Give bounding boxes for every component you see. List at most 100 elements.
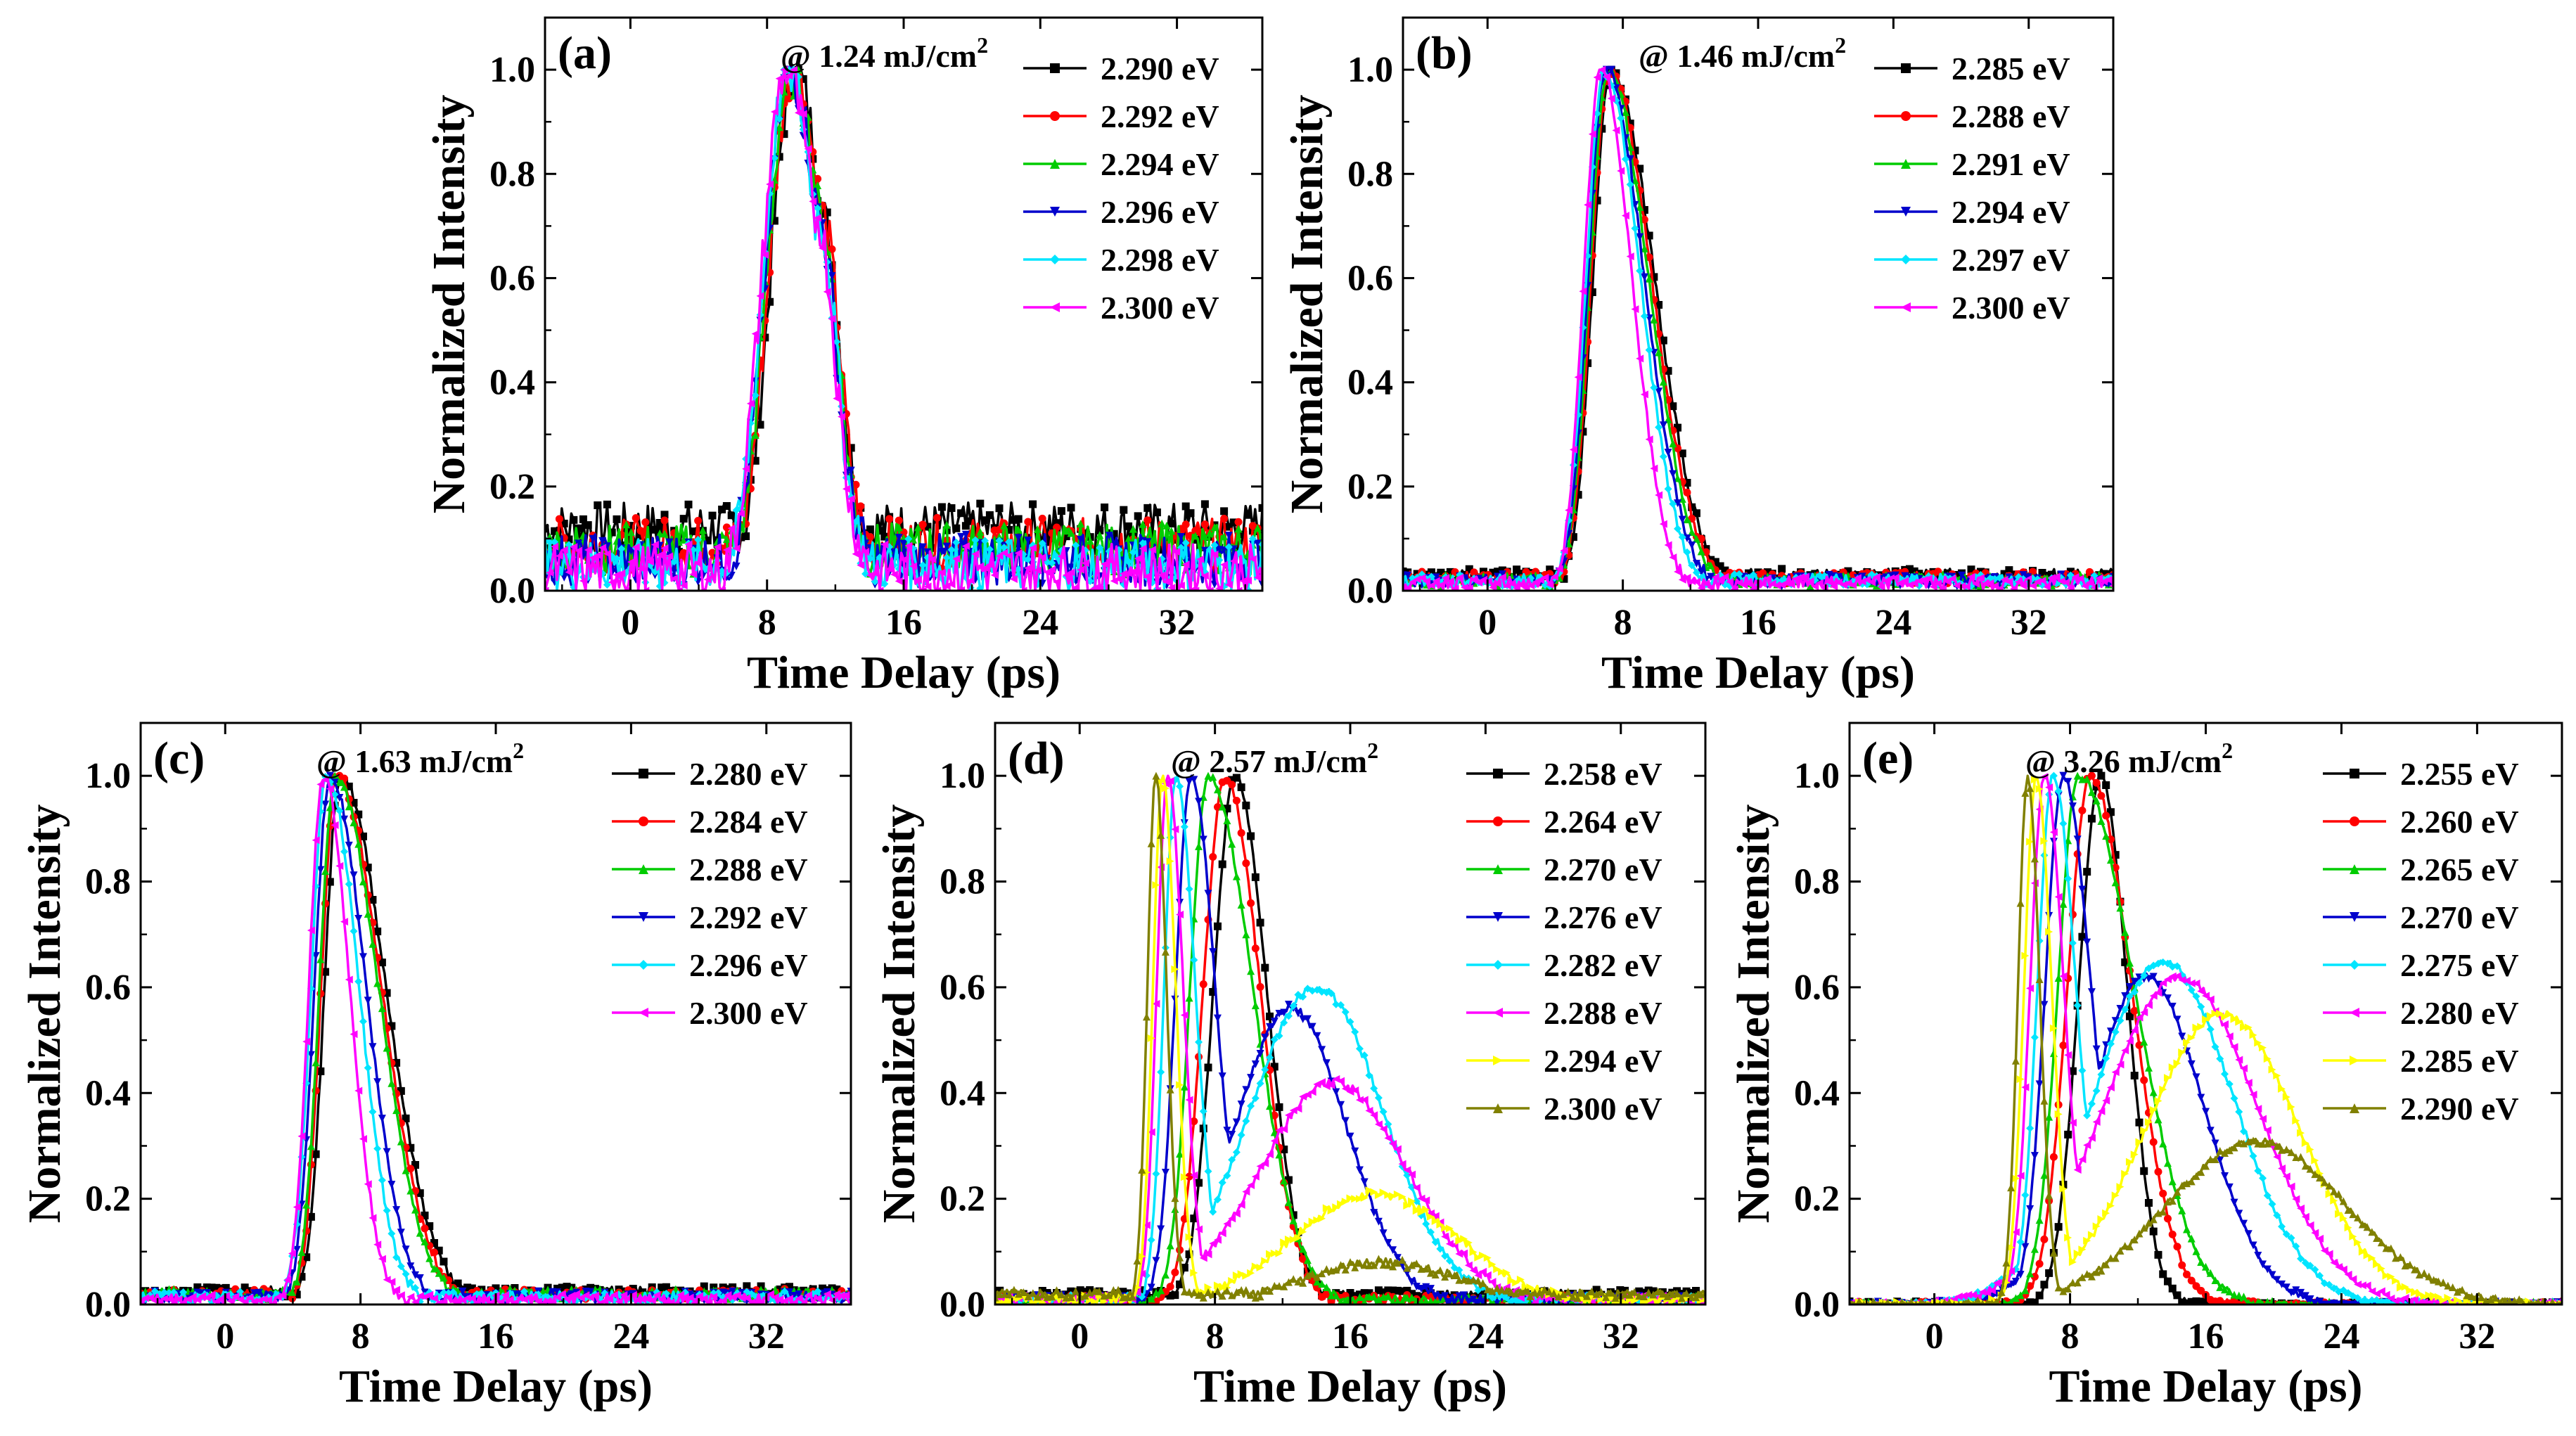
legend-entry: 2.280 eV: [689, 756, 808, 792]
legend-marker: [1050, 255, 1060, 264]
y-tick-label: 1.0: [1794, 756, 1840, 796]
x-tick-label: 24: [2323, 1316, 2359, 1357]
y-tick-label: 0.8: [489, 154, 535, 194]
y-tick-label: 0.4: [1794, 1073, 1840, 1113]
fluence-annotation: @ 1.46 mJ/cm2: [1639, 32, 1846, 74]
y-axis-title: Normalized Intensity: [423, 95, 475, 514]
series-group: [1850, 771, 2562, 1304]
series-markers-2-294-eV: [1403, 65, 2113, 591]
legend-entry: 2.275 eV: [2400, 947, 2519, 983]
y-tick-label: 0.8: [1794, 862, 1840, 902]
fluence-unit-sup: 2: [977, 32, 988, 58]
x-tick-label: 16: [1332, 1316, 1369, 1357]
y-axis-title: Normalized Intensity: [19, 804, 70, 1224]
legend-marker: [1901, 207, 1911, 217]
legend-marker: [1493, 1056, 1503, 1065]
x-tick-label: 0: [1478, 603, 1497, 643]
y-tick-label: 0.6: [85, 968, 131, 1008]
fluence-value: @ 1.63 mJ/cm: [316, 743, 513, 779]
x-axis-title: Time Delay (ps): [747, 647, 1060, 698]
legend-marker: [1050, 159, 1060, 169]
legend-marker: [2350, 912, 2359, 922]
y-tick-label: 0.8: [1347, 154, 1393, 194]
legend-marker: [2350, 1008, 2359, 1018]
y-tick-label: 1.0: [489, 50, 535, 90]
legend-marker: [1901, 159, 1911, 169]
legend-entry: 2.258 eV: [1544, 756, 1662, 792]
legend-entry: 2.290 eV: [2400, 1091, 2519, 1127]
x-tick-label: 16: [885, 603, 922, 643]
legend-marker: [1901, 255, 1911, 264]
x-axis-title: Time Delay (ps): [1193, 1361, 1507, 1412]
panel-label: (c): [153, 733, 205, 784]
x-tick-label: 32: [1603, 1316, 1639, 1357]
legend-marker: [1493, 1103, 1503, 1113]
legend-entry: 2.285 eV: [1952, 51, 2070, 86]
x-tick-label: 0: [1070, 1316, 1089, 1357]
y-tick-label: 0.6: [1794, 968, 1840, 1008]
legend-marker: [2350, 960, 2359, 970]
legend-marker: [639, 960, 648, 970]
x-tick-label: 24: [1467, 1316, 1504, 1357]
x-tick-label: 24: [1022, 603, 1058, 643]
legend-marker: [1050, 63, 1060, 73]
x-tick-label: 0: [1925, 1316, 1944, 1357]
legend-entry: 2.280 eV: [2400, 995, 2519, 1031]
legend: 2.280 eV 2.284 eV 2.288 eV 2.292 eV 2.296 eV…: [612, 756, 808, 1031]
fluence-annotation: @ 1.24 mJ/cm2: [781, 32, 988, 74]
legend-entry: 2.294 eV: [1101, 146, 1219, 182]
x-tick-label: 24: [1875, 603, 1911, 643]
legend-marker: [2350, 864, 2359, 874]
x-tick-label: 0: [216, 1316, 234, 1357]
y-tick-label: 0.0: [85, 1285, 131, 1325]
panel-b: 0 8 16 24 32 0.0 0.2 0.4 0.6 0.8 1.0 Time Delay (ps…: [1281, 16, 2115, 698]
legend-entry: 2.300 eV: [1544, 1091, 1662, 1127]
y-tick-label: 0.0: [940, 1285, 985, 1325]
legend-marker: [2350, 816, 2359, 826]
x-tick-label: 16: [2188, 1316, 2224, 1357]
legend-entry: 2.300 eV: [689, 995, 808, 1031]
series-markers-2-294-eV: [995, 777, 1705, 1304]
y-tick-label: 0.4: [489, 363, 535, 403]
legend-entry: 2.285 eV: [2400, 1043, 2519, 1079]
legend-entry: 2.288 eV: [689, 852, 808, 887]
x-tick-label: 16: [478, 1316, 514, 1357]
legend-entry: 2.300 eV: [1101, 290, 1219, 326]
legend-entry: 2.292 eV: [1101, 98, 1219, 134]
x-tick-label: 32: [2011, 603, 2047, 643]
legend-entry: 2.276 eV: [1544, 899, 1662, 935]
legend-entry: 2.297 eV: [1952, 242, 2070, 278]
legend-entry: 2.270 eV: [1544, 852, 1662, 887]
legend-entry: 2.288 eV: [1544, 995, 1662, 1031]
fluence-annotation: @ 3.26 mJ/cm2: [2025, 738, 2233, 779]
x-tick-label: 32: [1159, 603, 1196, 643]
x-tick-label: 8: [352, 1316, 370, 1357]
y-tick-label: 0.4: [85, 1073, 131, 1113]
y-tick-label: 0.2: [1794, 1179, 1840, 1219]
y-tick-label: 0.4: [940, 1073, 985, 1113]
x-tick-label: 24: [613, 1316, 649, 1357]
y-tick-label: 0.8: [940, 862, 985, 902]
y-tick-label: 0.0: [1794, 1285, 1840, 1325]
legend-entry: 2.284 eV: [689, 804, 808, 840]
fluence-unit-sup: 2: [1835, 32, 1846, 58]
legend-marker: [1901, 302, 1911, 312]
y-tick-label: 0.0: [489, 571, 535, 611]
fluence-value: @ 1.46 mJ/cm: [1639, 38, 1835, 74]
x-tick-label: 0: [621, 603, 639, 643]
legend-entry: 2.296 eV: [1101, 194, 1219, 230]
legend-marker: [1050, 207, 1060, 217]
legend-entry: 2.292 eV: [689, 899, 808, 935]
fluence-value: @ 2.57 mJ/cm: [1171, 743, 1367, 779]
x-tick-label: 16: [1740, 603, 1776, 643]
fluence-annotation: @ 1.63 mJ/cm2: [316, 738, 524, 779]
y-tick-label: 0.0: [1347, 571, 1393, 611]
panel-e: 0 8 16 24 32 0.0 0.2 0.4 0.6 0.8 1.0 Time Delay (ps…: [1728, 722, 2563, 1412]
y-tick-label: 0.2: [489, 467, 535, 507]
legend-marker: [2350, 769, 2359, 778]
legend-marker: [1493, 1008, 1503, 1018]
y-tick-label: 1.0: [85, 756, 131, 796]
legend-marker: [2350, 1056, 2359, 1065]
legend-entry: 2.260 eV: [2400, 804, 2519, 840]
